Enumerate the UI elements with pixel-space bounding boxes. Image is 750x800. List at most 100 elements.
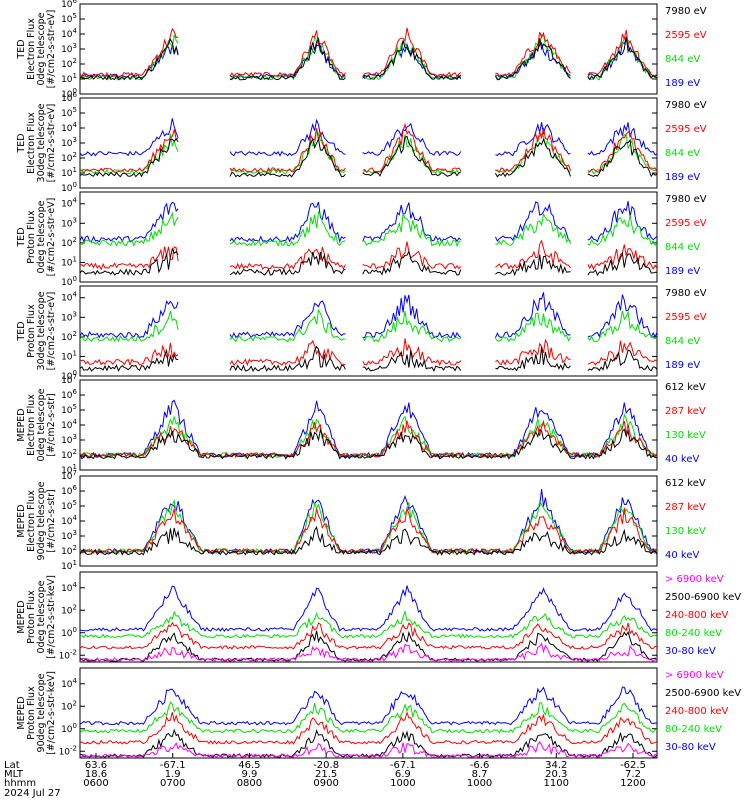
- y-tick-label: 10-2: [59, 648, 77, 661]
- y-axis-label-line: 90deg telescope: [36, 673, 47, 752]
- y-axis-label: TED Proton Flux 30deg telescope [#/cm2-s-st…: [16, 291, 57, 370]
- legend-entry: 7980 eV: [665, 288, 707, 299]
- series-trace: [79, 412, 658, 459]
- y-tick-label: 107: [61, 469, 77, 482]
- x-row-label: hhmm: [4, 778, 36, 789]
- legend-entry: > 6900 keV: [665, 670, 724, 681]
- y-axis-label-line: 0deg telescope: [36, 580, 47, 653]
- y-tick-label: 104: [61, 514, 77, 527]
- panel-5: 101 102 103 104 105 106 107 MEPED Electron Flux 0…: [16, 373, 706, 476]
- legend-entry: 612 keV: [665, 478, 706, 489]
- x-tick-label: 0600: [83, 778, 108, 789]
- x-tick-label: 21.5: [315, 769, 337, 780]
- series-trace: [79, 118, 658, 157]
- y-axis-label-line: TED: [16, 133, 27, 153]
- legend-entry: 40 keV: [665, 454, 699, 465]
- series-trace: [79, 308, 658, 343]
- legend-entry: 240-800 keV: [665, 610, 729, 621]
- legend-entry: 2595 eV: [665, 218, 707, 229]
- series-trace: [79, 36, 658, 81]
- x-tick-label: -20.8: [313, 760, 339, 771]
- legend-entry: 2595 eV: [665, 30, 707, 41]
- y-tick-label: 100: [61, 87, 77, 100]
- x-tick-label: 63.6: [85, 760, 107, 771]
- series-trace: [79, 122, 658, 173]
- legend-entry: 189 eV: [665, 78, 700, 89]
- y-axis-label-line: TED: [16, 39, 27, 59]
- panel-1: 100 101 102 103 104 105 106 TED Electron Flux 0de…: [16, 0, 707, 100]
- y-axis-label-line: [#/cm2-s-str-keV]: [46, 575, 57, 659]
- date-label: 2024 Jul 27: [4, 788, 61, 799]
- y-tick-label: 102: [61, 699, 77, 712]
- y-tick-label: 106: [61, 91, 77, 104]
- y-axis-label-line: TED: [16, 227, 27, 247]
- legend-entry: > 6900 keV: [665, 574, 724, 585]
- legend-entry: 189 eV: [665, 360, 700, 371]
- legend-entry: 240-800 keV: [665, 706, 729, 717]
- y-axis-label-line: TED: [16, 321, 27, 341]
- series-trace: [79, 710, 658, 745]
- panel-7: 10-2 100 102 104 MEPED Proton Flux 0deg telesc…: [16, 571, 741, 663]
- legend-entry: 189 eV: [665, 266, 700, 277]
- y-axis-label-line: Proton Flux: [26, 686, 37, 740]
- x-tick-label: 20.3: [545, 769, 567, 780]
- y-tick-label: 10-2: [59, 744, 77, 757]
- series-trace: [79, 728, 658, 759]
- y-tick-label: 101: [61, 463, 77, 476]
- legend-entry: 844 eV: [665, 336, 700, 347]
- y-tick-label: 103: [61, 136, 77, 149]
- y-axis-label-line: [#/cm2-s-str]: [46, 489, 57, 552]
- series-trace: [79, 642, 658, 663]
- series-trace: [79, 247, 658, 277]
- legend-entry: 130 keV: [665, 526, 706, 537]
- y-tick-label: 104: [61, 27, 77, 40]
- series-trace: [79, 525, 658, 556]
- y-axis-label-line: Electron Flux: [26, 394, 37, 456]
- y-axis-label: TED Electron Flux 30deg telescope [#/cm2-s-…: [16, 103, 57, 182]
- y-axis-label: MEPED Electron Flux 0deg telescope [#/cm2-s…: [16, 388, 57, 461]
- y-tick-label: 100: [61, 369, 77, 382]
- y-axis-label: TED Electron Flux 0deg telescope [#/cm2-s-s…: [16, 10, 57, 89]
- legend-entry: 287 keV: [665, 502, 706, 513]
- y-axis-label-line: Proton Flux: [26, 210, 37, 264]
- y-tick-label: 104: [61, 121, 77, 134]
- y-axis-label: MEPED Proton Flux 0deg telescope [#/cm2-s-s…: [16, 575, 57, 659]
- y-tick-label: 106: [61, 484, 77, 497]
- y-tick-label: 100: [61, 626, 77, 639]
- x-tick-label: 0800: [237, 778, 262, 789]
- x-tick-label: -67.1: [390, 760, 416, 771]
- y-tick-label: 101: [61, 255, 77, 268]
- series-trace: [79, 609, 658, 639]
- legend-entry: 7980 eV: [665, 6, 707, 17]
- y-tick-label: 101: [61, 72, 77, 85]
- y-tick-label: 104: [61, 677, 77, 690]
- y-axis-label-line: 0deg telescope: [36, 388, 47, 461]
- plot-frame: [79, 285, 658, 377]
- x-tick-label: 1000: [390, 778, 415, 789]
- panel-4: 100 101 102 103 104 TED Proton Flux 30deg teles…: [16, 285, 707, 382]
- y-axis-label-line: Electron Flux: [26, 490, 37, 552]
- plot-frame: [79, 191, 658, 283]
- x-tick-label: 1100: [544, 778, 569, 789]
- y-axis-label: MEPED Proton Flux 90deg telescope [#/cm2-s-…: [16, 671, 57, 755]
- y-axis-label-line: 30deg telescope: [36, 291, 47, 370]
- y-axis-label-line: MEPED: [16, 408, 27, 441]
- legend-entry: 844 eV: [665, 148, 700, 159]
- y-axis-label-line: 0deg telescope: [36, 12, 47, 85]
- x-tick-label: 7.2: [625, 769, 641, 780]
- series-trace: [79, 201, 658, 244]
- plot-frame: [79, 3, 658, 95]
- series-trace: [79, 686, 658, 726]
- y-axis-label-line: Electron Flux: [26, 18, 37, 80]
- x-row-label: Lat: [4, 760, 20, 771]
- y-axis-label-line: MEPED: [16, 600, 27, 633]
- y-tick-label: 102: [61, 57, 77, 70]
- y-tick-label: 101: [61, 349, 77, 362]
- y-axis-label-line: [#/cm2-s-str]: [46, 393, 57, 456]
- legend-entry: 287 keV: [665, 406, 706, 417]
- legend-entry: 189 eV: [665, 172, 700, 183]
- x-tick-label: 1200: [620, 778, 645, 789]
- y-tick-label: 100: [61, 275, 77, 288]
- y-tick-label: 101: [61, 559, 77, 572]
